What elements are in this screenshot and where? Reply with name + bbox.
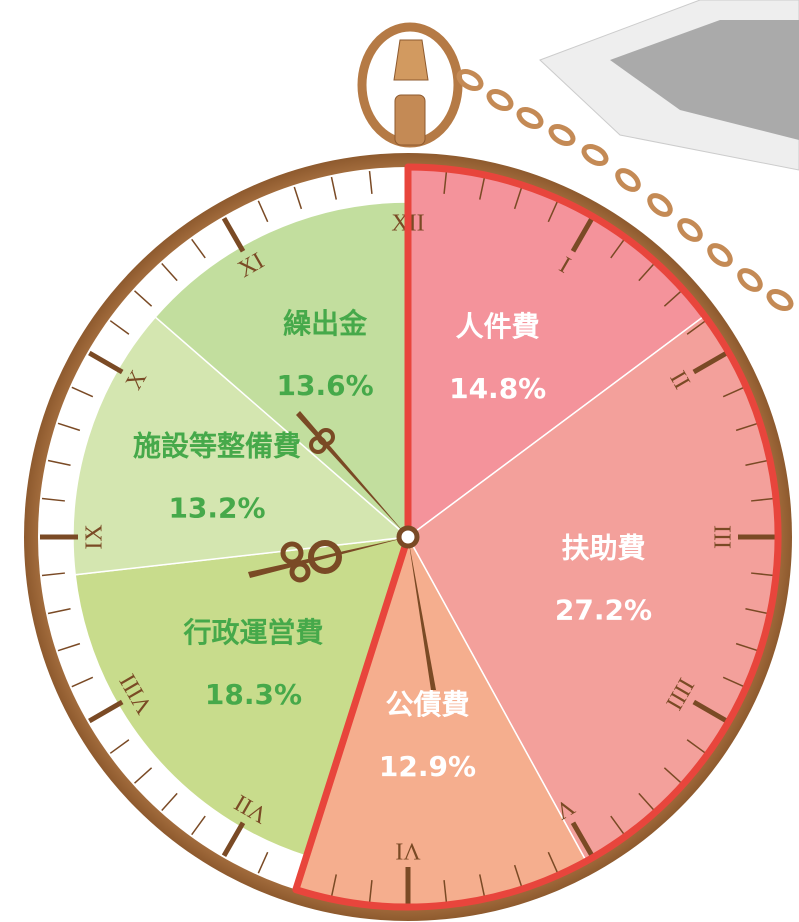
value-label: 13.6% xyxy=(277,369,374,402)
dial-numeral: III xyxy=(708,525,734,549)
dial-numeral: VI xyxy=(395,837,420,863)
slice-label: 人件費 xyxy=(456,310,540,343)
value-label: 14.8% xyxy=(449,372,546,405)
slice-label: 行政運営費 xyxy=(182,616,323,649)
value-label: 27.2% xyxy=(555,593,652,626)
chart: XIIIIIIIIIIIIVVIVIIVIIIIXXXI 人件費14.8%扶助費… xyxy=(0,0,799,922)
slice-label: 施設等整備費 xyxy=(133,430,301,463)
value-label: 12.9% xyxy=(379,750,476,783)
slice-label: 繰出金 xyxy=(283,307,368,340)
slice-label: 公債費 xyxy=(385,688,469,721)
dial-numeral: IX xyxy=(82,524,108,549)
watch-bow xyxy=(362,27,458,145)
slice-label: 扶助費 xyxy=(561,531,645,564)
value-label: 13.2% xyxy=(168,492,265,525)
value-label: 18.3% xyxy=(205,678,302,711)
background-card xyxy=(540,0,799,170)
